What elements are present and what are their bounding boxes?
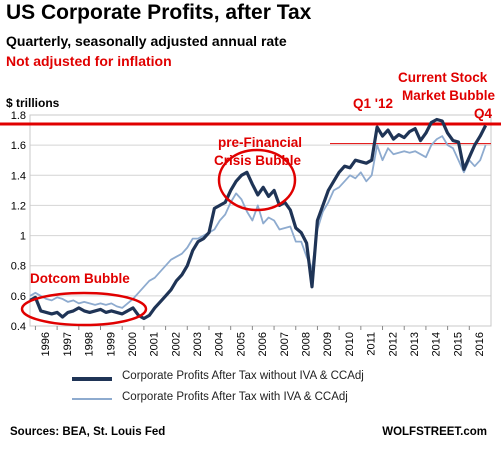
y-tick-label: 1.8 [11, 110, 26, 122]
x-tick-label: 2003 [192, 332, 204, 356]
financial-crisis-ellipse [217, 148, 297, 212]
chart-note: Not adjusted for inflation [6, 53, 172, 69]
x-tick-label: 2013 [409, 332, 421, 356]
annotation-label: Q1 '12 [353, 96, 393, 111]
x-tick-label: 2015 [452, 332, 464, 356]
x-tick-label: 2004 [214, 332, 226, 356]
annotation-label: Market Bubble [402, 88, 496, 103]
y-tick-label: 0.4 [11, 321, 26, 333]
x-tick-label: 2008 [301, 332, 313, 356]
series-line-without-iva [29, 117, 488, 321]
y-tick-label: 0.6 [11, 291, 26, 303]
annotation-label: Dotcom Bubble [30, 271, 130, 286]
x-tick-label: 2010 [344, 332, 356, 356]
plot-frame [29, 114, 492, 327]
x-tick-label: 1998 [84, 332, 96, 356]
annotation-label: pre-Financial [218, 135, 302, 150]
legend-swatch-dark [72, 377, 112, 381]
line-chart: 0.4 0.6 0.8 1 1.2 1.4 1.6 1.8 1996 1997 1998 1999 2… [0, 70, 501, 356]
annotation-label: Crisis Bubble [214, 153, 302, 168]
annotation-label: Q4 [474, 106, 493, 121]
y-tick-labels: 0.4 0.6 0.8 1 1.2 1.4 1.6 1.8 [11, 110, 26, 333]
x-tick-label: 2012 [387, 332, 399, 356]
x-tick-labels: 1996 1997 1998 1999 2000 2001 2002 2003 2004 2005… [40, 332, 486, 356]
dotcom-bubble-ellipse [20, 291, 148, 327]
x-tick-label: 2007 [279, 332, 291, 356]
x-tick-label: 1996 [40, 332, 52, 356]
legend-label: Corporate Profits After Tax without IVA … [122, 370, 364, 382]
chart-subtitle: Quarterly, seasonally adjusted annual ra… [6, 33, 287, 49]
x-tick-label: 2000 [127, 332, 139, 356]
chart-title: US Corporate Profits, after Tax [6, 1, 312, 24]
x-tick-label: 2005 [235, 332, 247, 356]
x-tick-label: 2002 [170, 332, 182, 356]
y-axis-label: $ trillions [6, 96, 60, 110]
grid-lines [29, 114, 492, 330]
series-line-with-iva [29, 135, 487, 309]
x-tick-label: 2011 [366, 332, 378, 356]
annotations: Dotcom Bubble pre-Financial Crisis Bubble Q… [20, 70, 496, 327]
annotation-label: Current Stock [398, 70, 488, 85]
y-tick-label: 1.4 [11, 170, 26, 182]
brand-label: WOLFSTREET.com [382, 426, 487, 438]
legend-swatch-light [72, 398, 112, 400]
y-tick-label: 1 [20, 231, 26, 243]
y-tick-label: 0.8 [11, 261, 26, 273]
x-tick-label: 2009 [322, 332, 334, 356]
x-tick-label: 2006 [257, 332, 269, 356]
reference-lines [0, 122, 501, 145]
y-tick-label: 1.6 [11, 140, 26, 152]
x-tick-label: 2001 [149, 332, 161, 356]
x-tick-label: 1999 [105, 332, 117, 356]
x-tick-label: 2014 [431, 332, 443, 356]
legend-label: Corporate Profits After Tax with IVA & C… [122, 391, 348, 403]
y-tick-label: 1.2 [11, 200, 26, 212]
series-lines [29, 117, 488, 321]
x-tick-label: 2016 [474, 332, 486, 356]
source-note: Sources: BEA, St. Louis Fed [10, 426, 166, 438]
x-tick-label: 1997 [62, 332, 74, 356]
